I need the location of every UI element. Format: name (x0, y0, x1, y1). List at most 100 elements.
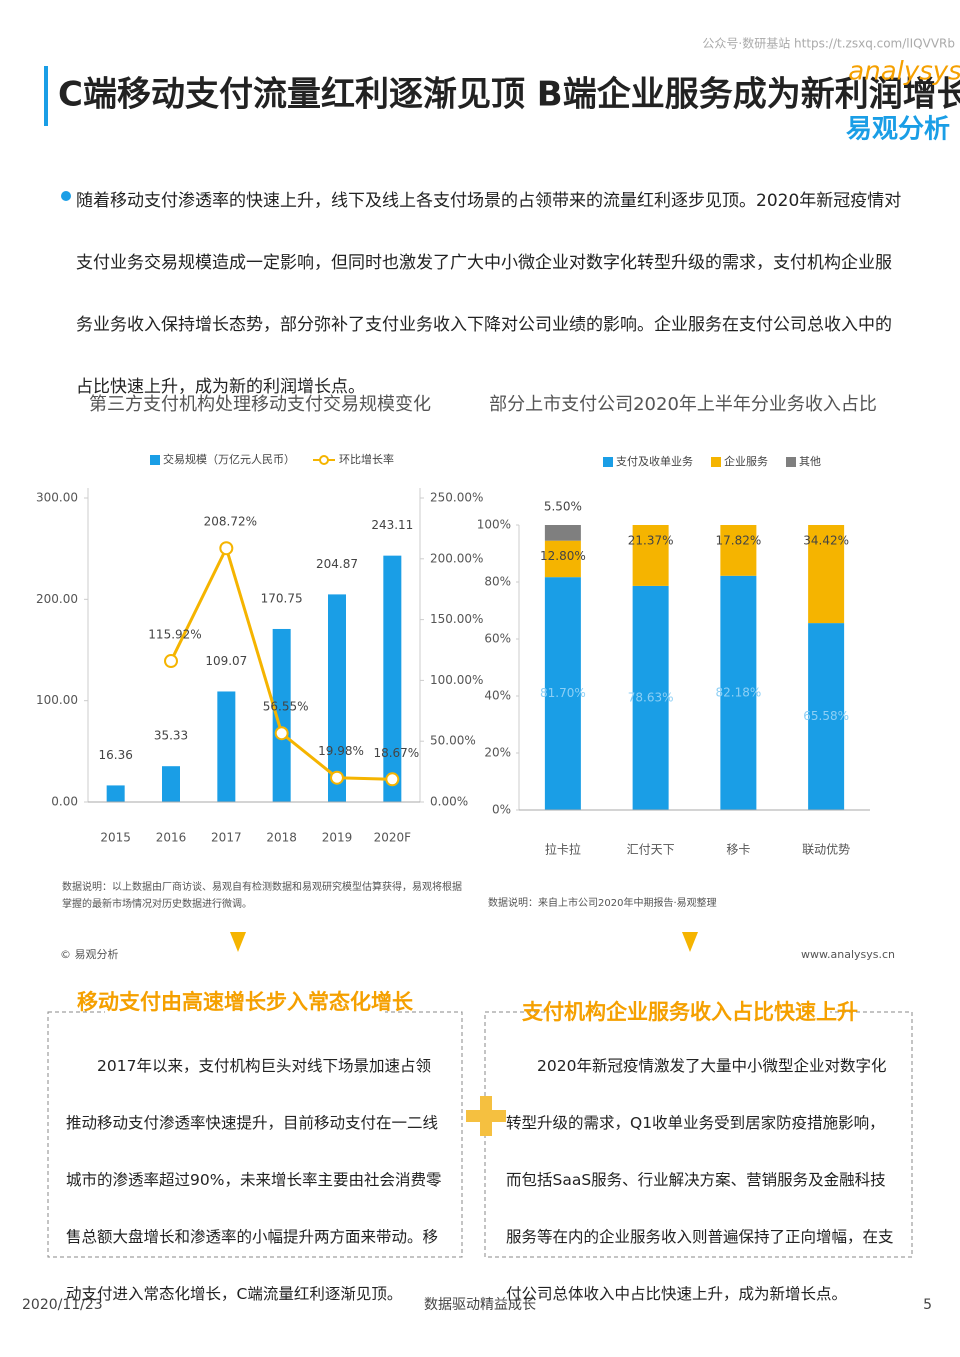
y-tick-label: 80% (484, 575, 511, 589)
footer-date: 2020/11/23 (22, 1297, 103, 1313)
page-number: 5 (923, 1297, 932, 1313)
data-label: 208.72% (204, 515, 257, 529)
data-label: 18.67% (373, 746, 419, 760)
arrow (682, 932, 698, 952)
bar-segment (632, 525, 669, 586)
bar (106, 785, 125, 802)
intro: 随着移动支付渗透率的快速上升，线下及线上各支付场景的占领带来的流量红利逐步见顶。… (76, 191, 902, 397)
source: 公众号·数研基站 https://t.zsxq.com/lIQVVRb (702, 36, 955, 51)
y2-tick-label: 50.00% (430, 734, 476, 748)
box-title: 移动支付由高速增长步入常态化增长 (77, 990, 414, 1014)
data-label: 16.36 (98, 748, 132, 762)
y-tick-label: 100.00 (36, 693, 78, 707)
data-label: 82.18% (715, 685, 761, 699)
legend-swatch (603, 457, 613, 467)
x-tick-label: 汇付天下 (627, 843, 675, 857)
legend-label: 交易规模（万亿元人民币） (163, 452, 295, 466)
box-title: 支付机构企业服务收入占比快速上升 (522, 1000, 858, 1024)
website: www.analysys.cn (801, 948, 895, 961)
y-tick-label: 200.00 (36, 592, 78, 606)
data-label: 65.58% (803, 709, 849, 723)
footer-slogan: 数据驱动精益成长 (424, 1297, 536, 1313)
y2-tick-label: 250.00% (430, 491, 483, 505)
data-label: 35.33 (154, 729, 188, 743)
page-title: C端移动支付流量红利逐渐见顶 B端企业服务成为新利润增长点 (58, 75, 960, 115)
legend-swatch (711, 457, 721, 467)
arrow (230, 932, 246, 952)
bar (328, 594, 346, 802)
data-label: 81.70% (540, 686, 586, 700)
data-label: 109.07 (205, 654, 247, 668)
y-tick-label: 0% (492, 803, 511, 817)
x-tick-label: 移卡 (726, 843, 750, 857)
point (385, 772, 400, 787)
y-tick-label: 20% (484, 746, 511, 760)
y2-tick-label: 100.00% (430, 673, 483, 687)
plus (466, 1096, 506, 1136)
data-label: 19.98% (318, 744, 364, 758)
x-tick-label: 拉卡拉 (545, 842, 581, 857)
legend-swatch (319, 455, 329, 465)
bar-segment (544, 540, 581, 578)
data-label: 78.63% (628, 690, 674, 704)
bar (217, 691, 236, 802)
data-label: 5.50% (544, 500, 582, 514)
box-title-bg (550, 985, 830, 1021)
copyright: © 易观分析 (60, 947, 119, 961)
x-tick-label: 2017 (211, 831, 242, 845)
y-tick-label: 40% (484, 689, 511, 703)
x-tick-label: 2018 (266, 831, 297, 845)
point (330, 770, 344, 785)
bar (162, 766, 180, 802)
chart-title: 第三方支付机构处理移动支付交易规模变化 (89, 394, 431, 415)
y2-tick-label: 200.00% (430, 551, 483, 565)
legend-label: 企业服务 (724, 454, 768, 468)
point (164, 654, 178, 669)
data-label: 204.87 (316, 557, 358, 571)
title-bar (44, 66, 48, 126)
legend-label: 支付及收单业务 (616, 454, 693, 468)
x-tick-label: 2020F (374, 831, 412, 845)
bar (383, 555, 402, 802)
x-tick-label: 2016 (156, 831, 187, 845)
data-label: 34.42% (803, 534, 849, 548)
y-tick-label: 0.00 (51, 795, 78, 809)
logo-cn: 易观分析 (846, 115, 950, 145)
y2-tick-label: 150.00% (430, 612, 483, 626)
bar-segment (808, 525, 845, 624)
bar-segment (544, 577, 581, 810)
x-tick-label: 2015 (100, 831, 131, 845)
legend-swatch (786, 457, 796, 467)
legend-swatch (150, 455, 160, 465)
data-label: 243.11 (371, 518, 413, 532)
legend-label: 环比增长率 (339, 452, 394, 466)
bar-segment (632, 585, 669, 810)
y-tick-label: 300.00 (36, 491, 78, 505)
data-label: 12.80% (540, 549, 586, 563)
bar-segment (808, 623, 845, 810)
x-tick-label: 联动优势 (802, 843, 850, 857)
box-text: 2017年以来，支付机构巨头对线下场景加速占领推动移动支付渗透率快速提升，目前移… (66, 1057, 442, 1303)
note: 数据说明：来自上市公司2020年中期报告·易观整理 (488, 896, 717, 909)
y2-tick-label: 0.00% (430, 795, 468, 809)
data-label: 115.92% (148, 628, 201, 642)
data-label: 21.37% (628, 534, 674, 548)
x-tick-label: 2019 (322, 831, 353, 845)
bar-segment (720, 575, 757, 810)
logo: analysys (848, 57, 960, 87)
data-label: 56.55% (263, 700, 309, 714)
box-text: 2020年新冠疫情激发了大量中小微型企业对数字化转型升级的需求，Q1收单业务受到… (506, 1057, 894, 1303)
point (219, 541, 234, 556)
bar (272, 628, 291, 802)
chart-title: 部分上市支付公司2020年上半年分业务收入占比 (489, 394, 877, 415)
bullet (61, 191, 71, 201)
y-tick-label: 60% (484, 632, 511, 646)
bar-segment (544, 525, 581, 541)
box-title-bg (105, 985, 385, 1021)
bar-segment (720, 525, 757, 576)
note: 数据说明：以上数据由厂商访谈、易观自有检测数据和易观研究模型估算获得，易观将根据… (62, 880, 462, 910)
point (274, 726, 289, 741)
data-label: 17.82% (715, 534, 761, 548)
